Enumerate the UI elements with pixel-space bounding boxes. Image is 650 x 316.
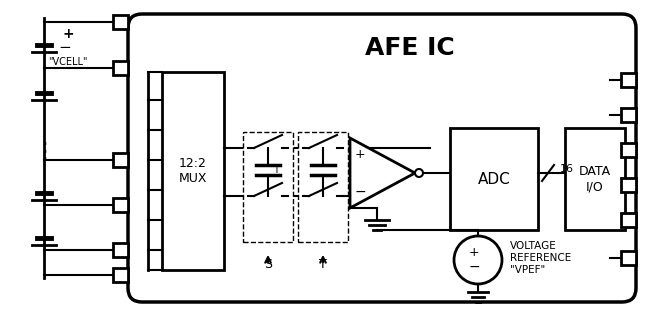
Text: ADC: ADC	[478, 172, 510, 186]
Bar	[243, 132, 293, 242]
Text: −: −	[58, 40, 72, 56]
Bar	[113, 243, 128, 257]
Text: +: +	[469, 246, 479, 259]
Circle shape	[454, 236, 502, 284]
Text: AFE IC: AFE IC	[365, 36, 455, 60]
Text: 12:2
MUX: 12:2 MUX	[179, 157, 207, 185]
Bar	[298, 132, 348, 242]
Bar	[621, 108, 636, 122]
Text: S: S	[264, 258, 272, 270]
Text: DATA
I/O: DATA I/O	[579, 165, 611, 193]
Polygon shape	[350, 138, 415, 208]
Text: 16: 16	[560, 164, 574, 174]
Bar	[621, 178, 636, 192]
Text: "VCELL": "VCELL"	[48, 57, 88, 67]
Bar	[450, 128, 538, 230]
Text: T: T	[319, 258, 327, 270]
Text: ⋮: ⋮	[33, 142, 55, 162]
Bar	[162, 72, 224, 270]
Bar	[621, 73, 636, 87]
Circle shape	[415, 169, 423, 177]
Text: +: +	[62, 27, 74, 41]
Bar	[113, 198, 128, 212]
Bar	[621, 213, 636, 227]
Bar	[113, 268, 128, 282]
Bar	[113, 61, 128, 75]
Text: −: −	[468, 260, 480, 274]
Bar	[113, 153, 128, 167]
FancyBboxPatch shape	[128, 14, 636, 302]
Bar	[565, 128, 625, 230]
Text: T: T	[273, 165, 279, 175]
Text: −: −	[354, 185, 366, 199]
Text: VOLTAGE
REFERENCE
"VPEF": VOLTAGE REFERENCE "VPEF"	[510, 241, 571, 275]
Bar	[621, 251, 636, 265]
Bar	[113, 15, 128, 29]
Bar	[621, 143, 636, 157]
Text: +: +	[355, 149, 365, 161]
